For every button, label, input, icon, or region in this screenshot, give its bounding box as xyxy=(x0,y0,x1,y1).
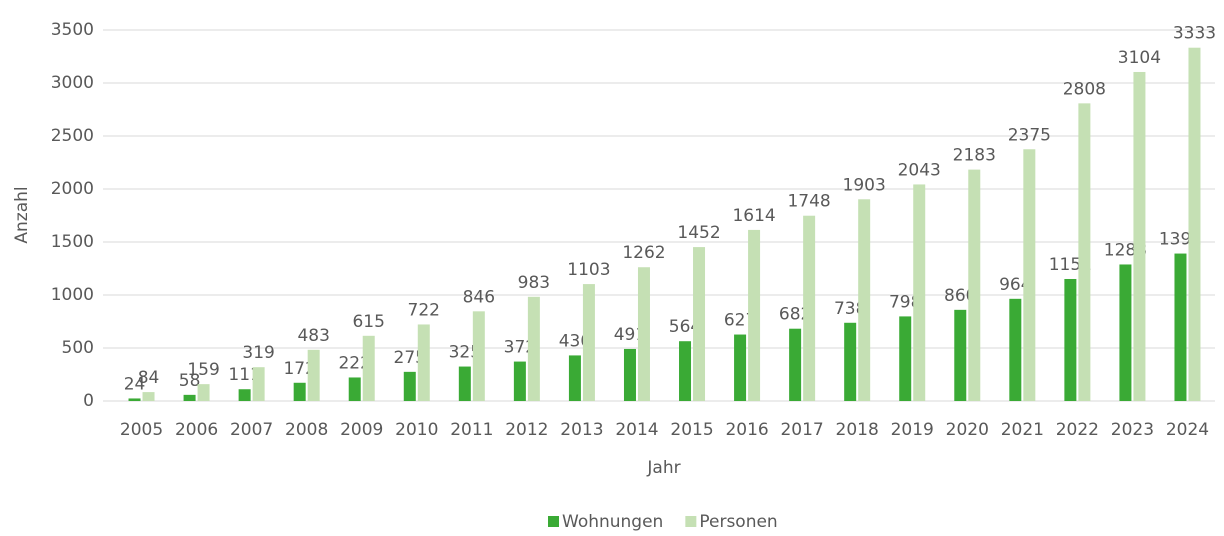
value-label: 2183 xyxy=(953,146,996,166)
y-tick-label: 0 xyxy=(83,391,94,411)
bar xyxy=(362,335,375,401)
x-tick-label: 2017 xyxy=(780,420,823,440)
value-label: 1452 xyxy=(677,223,720,243)
x-tick-label: 2016 xyxy=(725,420,768,440)
bar xyxy=(899,316,912,401)
y-tick-label: 1500 xyxy=(51,232,94,252)
bar xyxy=(844,322,857,401)
x-tick-label: 2013 xyxy=(560,420,603,440)
value-label: 1614 xyxy=(732,206,775,226)
x-tick-label: 2019 xyxy=(891,420,934,440)
bar xyxy=(734,334,747,401)
bar xyxy=(693,247,706,401)
x-axis-label: Jahr xyxy=(646,458,680,478)
value-label: 2375 xyxy=(1008,125,1051,145)
bar xyxy=(1119,264,1132,401)
bar xyxy=(789,328,802,401)
x-tick-label: 2018 xyxy=(836,420,879,440)
x-tick-label: 2012 xyxy=(505,420,548,440)
legend-label: Wohnungen xyxy=(562,512,663,532)
x-tick-label: 2007 xyxy=(230,420,273,440)
bar xyxy=(748,229,761,401)
y-tick-label: 3500 xyxy=(51,20,94,40)
y-tick-label: 2500 xyxy=(51,126,94,146)
bar xyxy=(403,371,416,401)
value-label: 722 xyxy=(408,300,440,320)
bar xyxy=(858,199,871,401)
bar xyxy=(1188,47,1201,402)
value-label: 2043 xyxy=(898,160,941,180)
bar xyxy=(307,349,320,401)
bar xyxy=(348,377,361,401)
bar xyxy=(968,169,981,401)
x-tick-label: 2021 xyxy=(1001,420,1044,440)
value-label: 615 xyxy=(352,312,384,332)
y-tick-label: 500 xyxy=(62,338,94,358)
bar xyxy=(293,382,306,401)
bar xyxy=(637,267,650,401)
bar xyxy=(472,311,485,401)
value-label: 1748 xyxy=(787,192,830,212)
y-tick-label: 2000 xyxy=(51,179,94,199)
legend-label: Personen xyxy=(699,512,777,532)
x-tick-label: 2022 xyxy=(1056,420,1099,440)
bar xyxy=(142,392,155,401)
bar xyxy=(803,215,816,401)
bar xyxy=(1064,278,1077,401)
bar xyxy=(238,389,251,401)
value-label: 1903 xyxy=(843,175,886,195)
x-tick-label: 2009 xyxy=(340,420,383,440)
x-tick-label: 2011 xyxy=(450,420,493,440)
value-label: 24 xyxy=(124,374,146,394)
value-label: 84 xyxy=(138,368,160,388)
y-axis-label: Anzahl xyxy=(12,186,32,243)
value-label: 2808 xyxy=(1063,79,1106,99)
bar xyxy=(128,398,141,401)
legend-swatch xyxy=(685,516,697,527)
value-label: 319 xyxy=(242,343,274,363)
bar xyxy=(513,361,526,401)
bar xyxy=(197,384,210,401)
x-tick-label: 2010 xyxy=(395,420,438,440)
x-tick-label: 2015 xyxy=(670,420,713,440)
legend-swatch xyxy=(548,516,559,527)
bar xyxy=(568,355,581,401)
bar xyxy=(183,394,196,401)
bar xyxy=(679,341,692,401)
value-label: 3104 xyxy=(1118,48,1161,68)
x-tick-label: 2005 xyxy=(120,420,163,440)
bar xyxy=(1174,253,1187,401)
x-tick-label: 2024 xyxy=(1166,420,1209,440)
value-label: 58 xyxy=(179,371,201,391)
y-tick-label: 3000 xyxy=(51,73,94,93)
y-tick-label: 1000 xyxy=(51,285,94,305)
value-label: 1103 xyxy=(567,260,610,280)
bar xyxy=(582,284,595,401)
bar xyxy=(623,348,636,401)
value-label: 3333 xyxy=(1173,24,1216,44)
value-label: 846 xyxy=(463,287,495,307)
bar xyxy=(1133,71,1146,401)
bar xyxy=(527,296,540,401)
bar xyxy=(1009,298,1022,401)
x-tick-label: 2014 xyxy=(615,420,658,440)
bar xyxy=(1078,103,1091,402)
value-label: 483 xyxy=(297,326,329,346)
x-tick-label: 2008 xyxy=(285,420,328,440)
bar xyxy=(252,367,265,401)
bar xyxy=(1023,149,1036,401)
value-label: 1262 xyxy=(622,243,665,263)
bar xyxy=(954,309,967,401)
x-tick-label: 2023 xyxy=(1111,420,1154,440)
value-label: 983 xyxy=(518,273,550,293)
bar xyxy=(417,324,430,401)
bar xyxy=(458,366,471,401)
value-label: 159 xyxy=(187,360,219,380)
bar xyxy=(913,184,926,401)
x-tick-label: 2020 xyxy=(946,420,989,440)
x-tick-label: 2006 xyxy=(175,420,218,440)
